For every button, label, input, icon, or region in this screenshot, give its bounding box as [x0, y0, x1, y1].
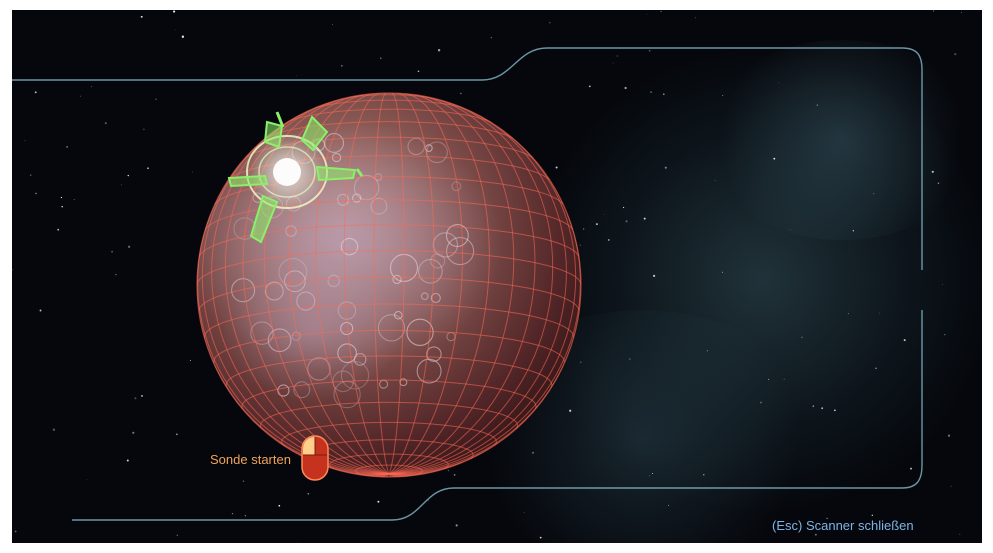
nebula-cloud: [532, 50, 982, 510]
probe-target-reticle[interactable]: [227, 111, 364, 244]
scanner-frame-bottom: [72, 310, 923, 521]
scanner-scene: [12, 10, 962, 543]
planet-scanner-view: Sonde starten (Esc) Scanner schließen: [12, 10, 982, 543]
close-scanner-button[interactable]: (Esc) Scanner schließen: [772, 518, 914, 533]
nebula-cloud: [702, 40, 982, 240]
planet[interactable]: [182, 92, 582, 478]
left-mouse-button-icon[interactable]: [301, 435, 329, 481]
launch-probe-label: Sonde starten: [210, 452, 291, 467]
scanner-frame-top: [12, 47, 923, 270]
